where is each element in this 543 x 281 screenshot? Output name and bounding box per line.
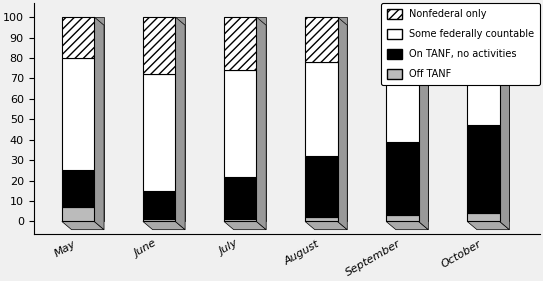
Bar xyxy=(224,17,256,70)
Bar xyxy=(468,125,500,213)
Bar xyxy=(72,17,104,221)
Bar xyxy=(468,48,500,125)
Bar xyxy=(62,207,94,221)
Bar xyxy=(143,191,175,219)
Bar xyxy=(62,17,94,58)
Legend: Nonfederal only, Some federally countable, On TANF, no activities, Off TANF: Nonfederal only, Some federally countabl… xyxy=(381,3,540,85)
Bar xyxy=(386,58,419,142)
Bar xyxy=(143,219,175,221)
Bar xyxy=(305,62,338,156)
Bar xyxy=(143,74,175,191)
Bar xyxy=(62,58,94,170)
Polygon shape xyxy=(305,221,348,230)
Polygon shape xyxy=(338,17,348,230)
Bar xyxy=(305,17,338,62)
Polygon shape xyxy=(143,221,185,230)
Polygon shape xyxy=(62,221,104,230)
Bar xyxy=(386,17,419,58)
Bar xyxy=(143,17,175,74)
Polygon shape xyxy=(175,17,185,230)
Bar xyxy=(468,213,500,221)
Bar xyxy=(224,176,256,219)
Bar xyxy=(396,17,428,221)
Polygon shape xyxy=(500,17,509,230)
Bar xyxy=(386,142,419,215)
Bar xyxy=(224,70,256,176)
Polygon shape xyxy=(224,221,266,230)
Bar xyxy=(315,17,348,221)
Bar xyxy=(477,17,509,221)
Polygon shape xyxy=(419,17,428,230)
Bar xyxy=(305,156,338,217)
Polygon shape xyxy=(468,221,509,230)
Bar xyxy=(468,17,500,48)
Bar xyxy=(233,17,266,221)
Bar xyxy=(305,217,338,221)
Polygon shape xyxy=(256,17,266,230)
Bar xyxy=(224,219,256,221)
Bar xyxy=(62,170,94,207)
Bar xyxy=(153,17,185,221)
Polygon shape xyxy=(386,221,428,230)
Bar xyxy=(386,215,419,221)
Polygon shape xyxy=(94,17,104,230)
